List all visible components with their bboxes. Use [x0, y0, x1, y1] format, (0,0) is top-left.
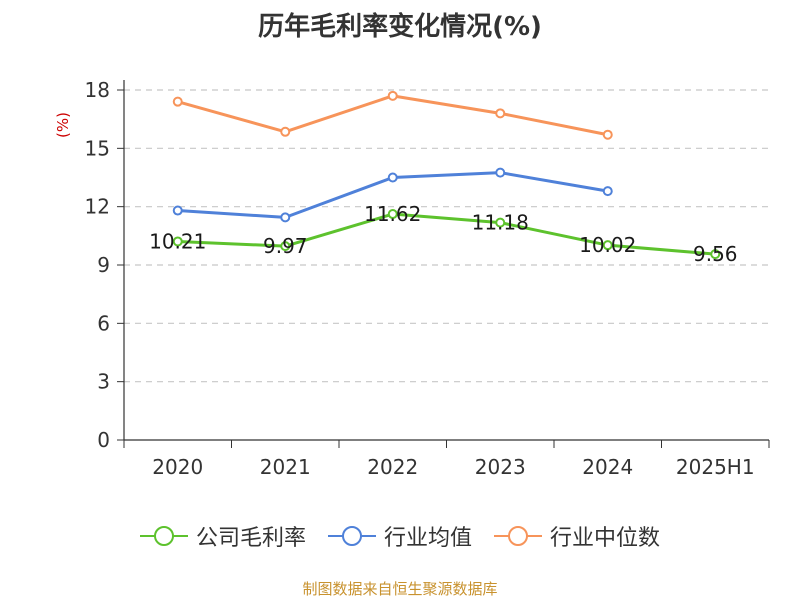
- legend-swatch-icon: [327, 526, 376, 546]
- data-label-2022: 11.62: [364, 202, 421, 226]
- data-point-1-2023[interactable]: [495, 167, 506, 178]
- data-point-0-2020[interactable]: [172, 236, 183, 247]
- x-tick-label-2021: 2021: [260, 455, 311, 479]
- data-point-0-2023[interactable]: [495, 217, 506, 228]
- data-label-2024: 10.02: [579, 233, 636, 257]
- legend-item-1[interactable]: 行业均值: [327, 520, 472, 552]
- data-point-0-2025H1[interactable]: [710, 249, 721, 260]
- x-tick-label-2024: 2024: [582, 455, 633, 479]
- series-line-0: [177, 212, 716, 256]
- x-tick-label-2020: 2020: [152, 455, 203, 479]
- x-tick-label-2022: 2022: [367, 455, 418, 479]
- legend-swatch-icon: [139, 526, 188, 546]
- x-tick-label-2025H1: 2025H1: [676, 455, 755, 479]
- data-point-0-2022[interactable]: [387, 209, 398, 220]
- legend-label: 公司毛利率: [195, 526, 306, 551]
- series-line-2: [177, 94, 609, 137]
- legend-swatch-icon: [494, 526, 542, 546]
- data-point-1-2022[interactable]: [387, 172, 398, 183]
- data-point-2-2022[interactable]: [387, 90, 398, 101]
- legend-item-0[interactable]: 公司毛利率: [139, 520, 306, 552]
- data-point-2-2020[interactable]: [172, 96, 183, 107]
- data-point-2-2023[interactable]: [495, 108, 506, 119]
- x-tick-label-2023: 2023: [475, 455, 526, 479]
- y-tick-label-18: 18: [85, 78, 110, 102]
- y-tick-label-12: 12: [85, 195, 110, 219]
- y-tick-label-15: 15: [85, 136, 110, 160]
- data-label-2020: 10.21: [149, 229, 206, 253]
- y-axis-label: (%): [54, 112, 72, 138]
- chart-legend: 公司毛利率 行业均值 行业中位数: [0, 520, 800, 552]
- y-tick-label-0: 0: [97, 428, 110, 452]
- data-label-2023: 11.18: [472, 211, 529, 235]
- data-point-1-2020[interactable]: [172, 205, 183, 216]
- data-point-0-2024[interactable]: [602, 240, 613, 251]
- y-tick-label-9: 9: [97, 253, 110, 277]
- data-point-2-2024[interactable]: [602, 129, 613, 140]
- legend-label: 行业均值: [383, 526, 472, 551]
- data-point-1-2021[interactable]: [280, 212, 291, 223]
- data-label-2025H1: 9.56: [693, 242, 738, 266]
- y-tick-label-6: 6: [97, 311, 110, 335]
- data-point-0-2021[interactable]: [280, 241, 291, 252]
- data-source-note: 制图数据来自恒生聚源数据库: [302, 580, 498, 598]
- data-label-2021: 9.97: [263, 234, 308, 258]
- y-tick-label-3: 3: [97, 370, 110, 394]
- chart-title: 历年毛利率变化情况(%): [258, 12, 542, 42]
- data-point-2-2021[interactable]: [280, 126, 291, 137]
- legend-item-2[interactable]: 行业中位数: [494, 520, 660, 552]
- data-point-1-2024[interactable]: [602, 186, 613, 197]
- legend-label: 行业中位数: [550, 526, 661, 551]
